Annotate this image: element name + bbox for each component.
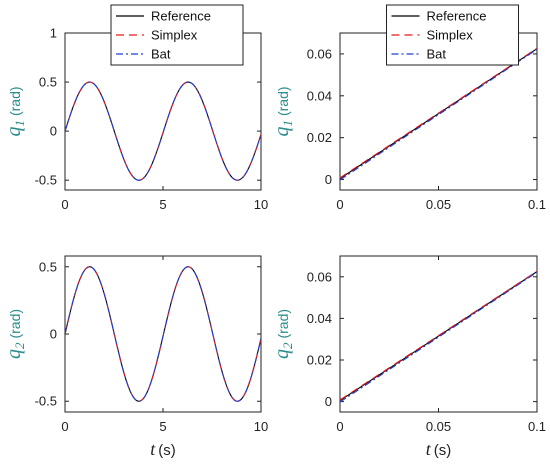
x-axis-label: t (s) xyxy=(426,439,452,459)
panel-bottom-left: 0 5 10 -0.5 0 0.5 q2(rad) t (s) xyxy=(3,255,268,459)
x-tick-label: 10 xyxy=(254,197,268,212)
series-line-simplex xyxy=(65,266,261,402)
series-line-bat xyxy=(65,81,261,181)
x-tick-label: 0.1 xyxy=(528,197,546,212)
series-line-bat xyxy=(340,271,537,403)
y-tick-label: 0 xyxy=(50,327,57,342)
x-tick-label: 5 xyxy=(159,197,166,212)
y-tick-label: 0.04 xyxy=(307,88,332,103)
legend-label-bat: Bat xyxy=(427,47,447,62)
x-tick-label: 10 xyxy=(254,419,268,434)
legend-box xyxy=(386,4,519,66)
y-tick-label: 0.02 xyxy=(307,130,332,145)
legend-label-reference: Reference xyxy=(151,9,211,24)
legend-label-reference: Reference xyxy=(427,9,487,24)
y-tick-label: 0.06 xyxy=(307,46,332,61)
y-axis-label: q1(rad) xyxy=(271,86,295,136)
series-line-bat xyxy=(340,48,537,181)
panel-bottom-right: 0 0.05 0.1 0 0.02 0.04 0.06 q2(rad) t (s) xyxy=(271,255,546,459)
x-tick-label: 0 xyxy=(336,197,343,212)
panel-top-right: 0 0.05 0.1 0 0.02 0.04 0.06 q1(rad) Reference Sim… xyxy=(271,4,546,212)
panel-top-left: 0 5 10 -0.5 0 0.5 1 q1(rad) Reference Simplex Bat xyxy=(3,4,268,212)
y-tick-label: 1 xyxy=(50,26,57,41)
x-tick-label: 0 xyxy=(61,197,68,212)
legend-label-simplex: Simplex xyxy=(151,28,198,43)
legend: Reference Simplex Bat xyxy=(110,4,244,66)
y-tick-label: 0.5 xyxy=(39,259,57,274)
x-tick-label: 0.05 xyxy=(426,419,451,434)
y-tick-label: 0.02 xyxy=(307,353,332,368)
y-tick-label: 0.5 xyxy=(39,75,57,90)
y-axis-label: q2(rad) xyxy=(3,309,27,359)
x-tick-label: 5 xyxy=(159,419,166,434)
y-axis-label: q2(rad) xyxy=(271,309,295,359)
series-line-simplex xyxy=(340,47,537,179)
x-axis-label: t (s) xyxy=(150,439,176,459)
y-tick-label: 0 xyxy=(325,172,332,187)
axes-box xyxy=(339,255,538,413)
legend-label-bat: Bat xyxy=(151,47,171,62)
y-tick-label: 0 xyxy=(50,124,57,139)
legend-label-simplex: Simplex xyxy=(427,28,474,43)
x-tick-label: 0 xyxy=(61,419,68,434)
x-tick-label: 0 xyxy=(336,419,343,434)
y-tick-label: 0 xyxy=(325,394,332,409)
x-tick-label: 0.05 xyxy=(426,197,451,212)
x-tick-label: 0.1 xyxy=(528,419,546,434)
y-tick-label: 0.06 xyxy=(307,269,332,284)
y-tick-label: -0.5 xyxy=(35,394,57,409)
series-line-bat xyxy=(65,266,261,402)
legend: Reference Simplex Bat xyxy=(386,4,519,66)
series-line-simplex xyxy=(340,270,537,401)
y-tick-label: 0.04 xyxy=(307,311,332,326)
series-line-simplex xyxy=(65,81,261,181)
y-axis-label: q1(rad) xyxy=(3,86,27,136)
y-tick-label: -0.5 xyxy=(35,173,57,188)
